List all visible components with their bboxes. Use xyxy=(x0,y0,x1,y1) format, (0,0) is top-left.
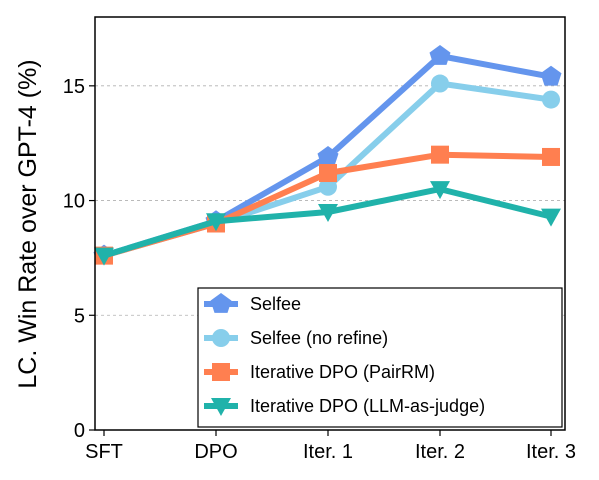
data-point xyxy=(318,204,338,223)
y-tick-label: 15 xyxy=(63,76,85,98)
legend-marker xyxy=(212,363,230,381)
y-axis-ticks: 0 5 10 15 xyxy=(63,76,95,442)
data-point xyxy=(430,181,450,200)
x-tick-label: Iter. 1 xyxy=(303,441,353,463)
legend: Selfee Selfee (no refine) Iterative DPO (P… xyxy=(197,287,563,428)
legend-item: Iterative DPO (PairRM) xyxy=(204,362,435,382)
data-point xyxy=(431,145,449,164)
legend-marker xyxy=(211,398,231,416)
data-point xyxy=(319,177,337,196)
legend-label: Selfee xyxy=(250,294,301,314)
x-tick-label: Iter. 2 xyxy=(415,441,465,463)
data-point xyxy=(206,213,226,232)
data-point xyxy=(94,247,114,266)
data-point xyxy=(317,146,339,166)
series-4 xyxy=(94,181,561,266)
x-tick-label: SFT xyxy=(85,441,123,463)
data-point xyxy=(429,45,451,65)
data-point xyxy=(542,147,560,166)
y-tick-label: 5 xyxy=(74,305,85,327)
x-axis-ticks: SFT DPO Iter. 1 Iter. 2 Iter. 3 xyxy=(85,430,576,463)
data-point xyxy=(431,74,449,93)
legend-marker xyxy=(210,293,232,313)
legend-marker xyxy=(212,329,230,347)
legend-label: Iterative DPO (PairRM) xyxy=(250,362,435,382)
y-tick-label: 10 xyxy=(63,191,85,213)
legend-label: Selfee (no refine) xyxy=(250,328,388,348)
plot-frame xyxy=(94,16,566,431)
legend-box xyxy=(197,287,563,428)
x-tick-label: DPO xyxy=(194,441,237,463)
series-line xyxy=(101,186,554,259)
data-point xyxy=(541,208,561,227)
legend-item: Iterative DPO (LLM-as-judge) xyxy=(204,396,485,416)
y-tick-label: 0 xyxy=(74,420,85,442)
y-axis-title: LC. Win Rate over GPT-4 (%) xyxy=(14,59,42,388)
x-tick-label: Iter. 3 xyxy=(526,441,576,463)
legend-label: Iterative DPO (LLM-as-judge) xyxy=(250,396,485,416)
series-layer xyxy=(93,45,562,266)
data-point xyxy=(542,90,560,109)
legend-item: Selfee xyxy=(204,293,301,314)
data-point xyxy=(540,65,562,86)
data-point xyxy=(319,164,337,183)
legend-item: Selfee (no refine) xyxy=(204,328,388,348)
